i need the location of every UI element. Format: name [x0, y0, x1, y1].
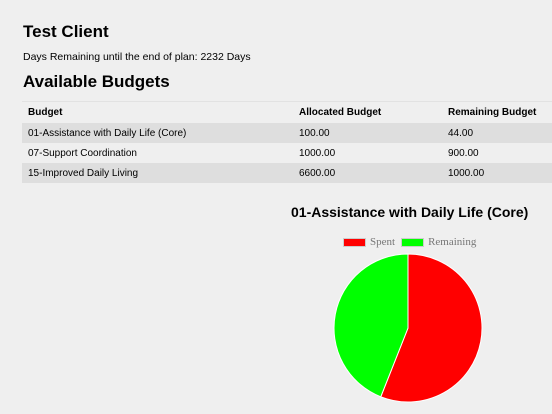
- chart-title: 01-Assistance with Daily Life (Core): [291, 204, 529, 220]
- remaining-cell: 1000.00: [448, 167, 485, 179]
- days-remaining-text: Days Remaining until the end of plan: 22…: [23, 51, 251, 63]
- table-row: 01-Assistance with Daily Life (Core) 100…: [22, 123, 552, 143]
- legend-item-spent[interactable]: Spent: [343, 236, 395, 248]
- allocated-cell: 100.00: [299, 127, 330, 139]
- table-row: 07-Support Coordination 1000.00 900.00: [22, 143, 552, 163]
- pie-slice-spent[interactable]: [380, 253, 483, 403]
- budgets-table: Budget Allocated Budget Remaining Budget…: [22, 101, 552, 183]
- legend-swatch-spent: [343, 237, 366, 247]
- client-name: Test Client: [23, 22, 109, 41]
- pie-chart-container: [332, 252, 484, 404]
- column-header-allocated: Allocated Budget: [293, 101, 442, 123]
- budgets-table-container: Budget Allocated Budget Remaining Budget…: [22, 101, 552, 183]
- legend-label-remaining: Remaining: [428, 236, 477, 248]
- legend-item-remaining[interactable]: Remaining: [401, 236, 476, 248]
- column-header-remaining: Remaining Budget: [442, 101, 552, 123]
- table-header-row: Budget Allocated Budget Remaining Budget: [22, 101, 552, 123]
- column-header-budget: Budget: [22, 101, 293, 123]
- budget-name-cell: 07-Support Coordination: [28, 147, 137, 159]
- legend-label-spent: Spent: [370, 236, 396, 248]
- remaining-cell: 44.00: [448, 127, 474, 139]
- pie-slice-remaining[interactable]: [333, 253, 409, 398]
- available-budgets-heading: Available Budgets: [23, 72, 170, 91]
- allocated-cell: 1000.00: [299, 147, 336, 159]
- allocated-cell: 6600.00: [299, 167, 336, 179]
- legend-swatch-remaining: [401, 237, 425, 247]
- table-row: 15-Improved Daily Living 6600.00 1000.00: [22, 163, 552, 183]
- budget-name-cell: 15-Improved Daily Living: [28, 167, 139, 179]
- remaining-cell: 900.00: [448, 147, 479, 159]
- budget-name-cell: 01-Assistance with Daily Life (Core): [28, 127, 187, 139]
- pie-chart: [333, 253, 483, 403]
- chart-legend: Spent Remaining: [343, 236, 482, 248]
